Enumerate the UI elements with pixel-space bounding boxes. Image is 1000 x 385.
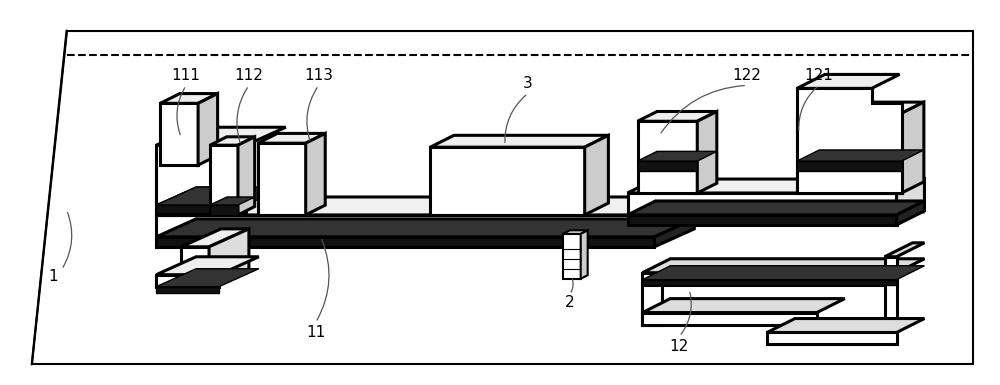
Polygon shape xyxy=(642,285,662,325)
Polygon shape xyxy=(642,273,897,285)
Polygon shape xyxy=(156,287,219,293)
Polygon shape xyxy=(156,147,238,165)
Polygon shape xyxy=(156,219,694,237)
Polygon shape xyxy=(156,197,694,215)
Polygon shape xyxy=(32,30,973,364)
Polygon shape xyxy=(306,134,325,215)
Polygon shape xyxy=(654,197,694,237)
Polygon shape xyxy=(156,145,246,215)
Polygon shape xyxy=(156,187,286,205)
Polygon shape xyxy=(797,89,902,193)
Polygon shape xyxy=(628,201,924,215)
Polygon shape xyxy=(642,313,817,325)
Text: 122: 122 xyxy=(733,68,762,83)
Polygon shape xyxy=(430,147,585,215)
Polygon shape xyxy=(160,94,218,103)
Text: 113: 113 xyxy=(304,68,333,83)
Polygon shape xyxy=(642,299,845,313)
Polygon shape xyxy=(156,187,238,205)
Polygon shape xyxy=(156,205,246,213)
Polygon shape xyxy=(210,205,238,215)
Polygon shape xyxy=(563,230,588,234)
Polygon shape xyxy=(156,205,198,213)
Polygon shape xyxy=(638,112,717,121)
Polygon shape xyxy=(581,230,588,279)
Text: 121: 121 xyxy=(804,68,833,83)
Polygon shape xyxy=(897,179,924,215)
Polygon shape xyxy=(767,318,924,333)
Polygon shape xyxy=(885,243,924,257)
Polygon shape xyxy=(797,150,924,161)
Polygon shape xyxy=(258,143,306,215)
Polygon shape xyxy=(209,229,249,287)
Polygon shape xyxy=(156,127,286,145)
Text: 3: 3 xyxy=(523,76,533,91)
Polygon shape xyxy=(258,134,325,143)
Polygon shape xyxy=(430,135,608,147)
Text: 12: 12 xyxy=(670,339,689,354)
Polygon shape xyxy=(767,333,897,345)
Polygon shape xyxy=(642,259,924,273)
Polygon shape xyxy=(638,121,697,193)
Polygon shape xyxy=(198,147,238,215)
Polygon shape xyxy=(210,197,255,205)
Polygon shape xyxy=(156,165,198,215)
Polygon shape xyxy=(897,201,924,225)
Polygon shape xyxy=(628,193,897,215)
Polygon shape xyxy=(654,219,694,247)
Polygon shape xyxy=(885,257,897,345)
Polygon shape xyxy=(642,266,924,280)
Polygon shape xyxy=(181,229,249,247)
Polygon shape xyxy=(797,113,902,193)
Polygon shape xyxy=(638,151,717,161)
Polygon shape xyxy=(156,275,219,287)
Text: 1: 1 xyxy=(49,269,58,284)
Polygon shape xyxy=(642,280,897,285)
Polygon shape xyxy=(797,161,902,171)
Polygon shape xyxy=(585,135,608,215)
Polygon shape xyxy=(198,94,218,165)
Polygon shape xyxy=(210,137,255,145)
Text: 2: 2 xyxy=(565,295,575,310)
Polygon shape xyxy=(156,269,259,287)
Polygon shape xyxy=(156,215,654,237)
Polygon shape xyxy=(697,112,717,193)
Polygon shape xyxy=(563,234,581,279)
Text: 112: 112 xyxy=(234,68,263,83)
Polygon shape xyxy=(181,247,209,287)
Text: 11: 11 xyxy=(306,325,325,340)
Polygon shape xyxy=(156,237,654,247)
Polygon shape xyxy=(628,179,924,193)
Polygon shape xyxy=(797,74,900,89)
Polygon shape xyxy=(628,215,897,225)
Polygon shape xyxy=(156,257,259,275)
Polygon shape xyxy=(797,102,924,113)
Text: 111: 111 xyxy=(172,68,201,83)
Polygon shape xyxy=(210,145,238,215)
Polygon shape xyxy=(638,161,697,171)
Polygon shape xyxy=(160,103,198,165)
Polygon shape xyxy=(902,102,924,193)
Polygon shape xyxy=(238,137,255,215)
